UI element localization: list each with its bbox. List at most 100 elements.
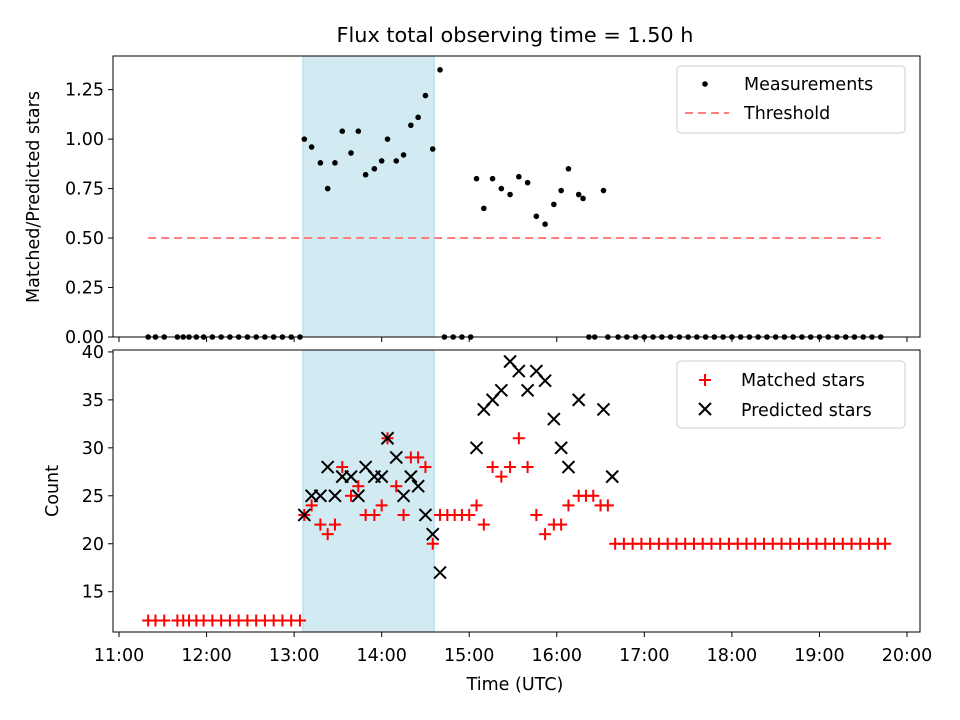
bottom-xticks: 11:00 12:00 13:00 14:00 15:00 16:00 17:00 18:00… xyxy=(94,632,932,666)
measurement-point xyxy=(308,144,315,150)
matched-legend-label: Matched stars xyxy=(741,371,865,391)
measurement-point xyxy=(558,187,564,194)
measurement-point xyxy=(384,136,391,142)
x-tick-label: 13:00 xyxy=(269,646,319,666)
predicted-star-point xyxy=(344,469,358,484)
measurement-point xyxy=(489,175,496,182)
measurement-point xyxy=(516,173,522,180)
matched-star-point xyxy=(336,461,349,474)
predicted-star-point xyxy=(538,373,552,388)
bottom-plot-frame xyxy=(112,349,921,633)
measurement-point xyxy=(580,195,586,202)
predicted-star-point xyxy=(411,479,425,493)
x-tick-label: 19:00 xyxy=(794,646,844,666)
y-tick-label: 0.00 xyxy=(65,328,104,348)
bottom-legend: Matched stars Predicted stars xyxy=(676,360,906,429)
x-tick-label: 15:00 xyxy=(444,646,494,666)
measurement-point xyxy=(542,221,548,228)
bottom-yticks: 15 20 25 30 35 40 xyxy=(82,343,113,603)
predicted-star-point xyxy=(426,527,440,541)
measurement-point xyxy=(400,152,407,158)
predicted-legend-marker xyxy=(698,402,712,416)
predicted-star-point xyxy=(320,460,335,474)
matched-star-point xyxy=(375,499,388,512)
matched-star-point xyxy=(397,508,410,521)
matched-star-point xyxy=(530,508,543,521)
predicted-star-point xyxy=(389,450,403,465)
measurement-point xyxy=(498,185,505,192)
predicted-star-point xyxy=(571,393,586,407)
y-tick-label: 15 xyxy=(82,583,104,603)
y-tick-label: 30 xyxy=(82,439,104,459)
predicted-star-point xyxy=(512,364,526,378)
y-tick-label: 1.00 xyxy=(65,130,104,150)
bottom-y-axis-label: Count xyxy=(43,465,63,517)
predicted-legend-label: Predicted stars xyxy=(741,401,872,421)
predicted-star-point xyxy=(561,460,576,474)
x-tick-label: 11:00 xyxy=(94,646,144,666)
predicted-star-point xyxy=(547,412,561,426)
measurement-point xyxy=(339,128,346,134)
x-tick-label: 18:00 xyxy=(707,646,757,666)
measurement-point xyxy=(565,165,572,172)
measurements-legend-marker xyxy=(702,81,708,87)
predicted-star-point xyxy=(351,489,366,503)
y-tick-label: 0.50 xyxy=(65,229,104,249)
matched-star-point xyxy=(390,480,403,493)
measurement-point xyxy=(332,160,338,166)
measurement-point xyxy=(317,160,324,166)
predicted-star-point xyxy=(297,508,312,522)
y-tick-label: 25 xyxy=(82,487,104,507)
predicted-star-point xyxy=(380,431,395,445)
top-legend-box xyxy=(676,65,906,134)
predicted-star-point xyxy=(433,565,447,580)
matched-legend-marker xyxy=(699,374,711,386)
matched-star-point xyxy=(426,537,439,550)
matched-star-point xyxy=(486,461,499,474)
measurement-point xyxy=(348,150,354,156)
measurement-point xyxy=(524,179,531,186)
matched-star-point xyxy=(470,499,483,512)
matched-star-point xyxy=(314,518,327,531)
matched-star-point xyxy=(345,489,358,502)
measurement-point xyxy=(371,165,378,172)
top-legend: Measurements Threshold xyxy=(676,65,906,134)
measurement-point xyxy=(473,175,480,182)
predicted-star-point xyxy=(520,383,535,397)
predicted-star-point xyxy=(313,489,328,503)
measurement-point xyxy=(422,92,429,99)
measurement-point xyxy=(533,213,540,220)
measurements-legend-label: Measurements xyxy=(744,75,873,95)
predicted-star-point xyxy=(404,469,418,484)
y-tick-label: 20 xyxy=(82,535,104,555)
matched-star-point xyxy=(158,614,171,627)
matched-star-point xyxy=(419,461,432,474)
measurement-point xyxy=(393,158,400,164)
top-yticks: 0.00 0.25 0.50 0.75 1.00 1.25 xyxy=(65,81,113,348)
x-tick-label: 12:00 xyxy=(181,646,231,666)
y-tick-label: 0.25 xyxy=(65,279,104,299)
measurement-point xyxy=(301,136,308,142)
matched-star-point xyxy=(504,461,517,474)
bottom-legend-box xyxy=(676,360,906,429)
matched-star-point xyxy=(293,614,306,627)
matched-star-point xyxy=(495,470,508,483)
matched-star-point xyxy=(587,489,600,502)
measurement-point xyxy=(437,67,443,73)
x-axis-label: Time (UTC) xyxy=(466,675,564,695)
top-plot-frame xyxy=(112,55,921,338)
measurement-point xyxy=(507,191,513,198)
matched-star-point xyxy=(512,432,525,445)
matched-points xyxy=(142,432,892,627)
predicted-star-point xyxy=(328,489,342,503)
measurement-point xyxy=(355,128,362,134)
matched-star-point xyxy=(305,499,318,512)
bottom-panel: 15 20 25 30 35 40 11:00 12:00 13:00 14:00 15:00 16… xyxy=(43,343,932,695)
measurement-point xyxy=(378,158,385,164)
matched-star-point xyxy=(477,518,490,531)
matched-star-point xyxy=(555,518,568,531)
x-tick-label: 17:00 xyxy=(619,646,669,666)
measurement-point xyxy=(324,185,331,192)
matched-star-point xyxy=(463,508,476,521)
y-tick-label: 40 xyxy=(82,343,104,363)
